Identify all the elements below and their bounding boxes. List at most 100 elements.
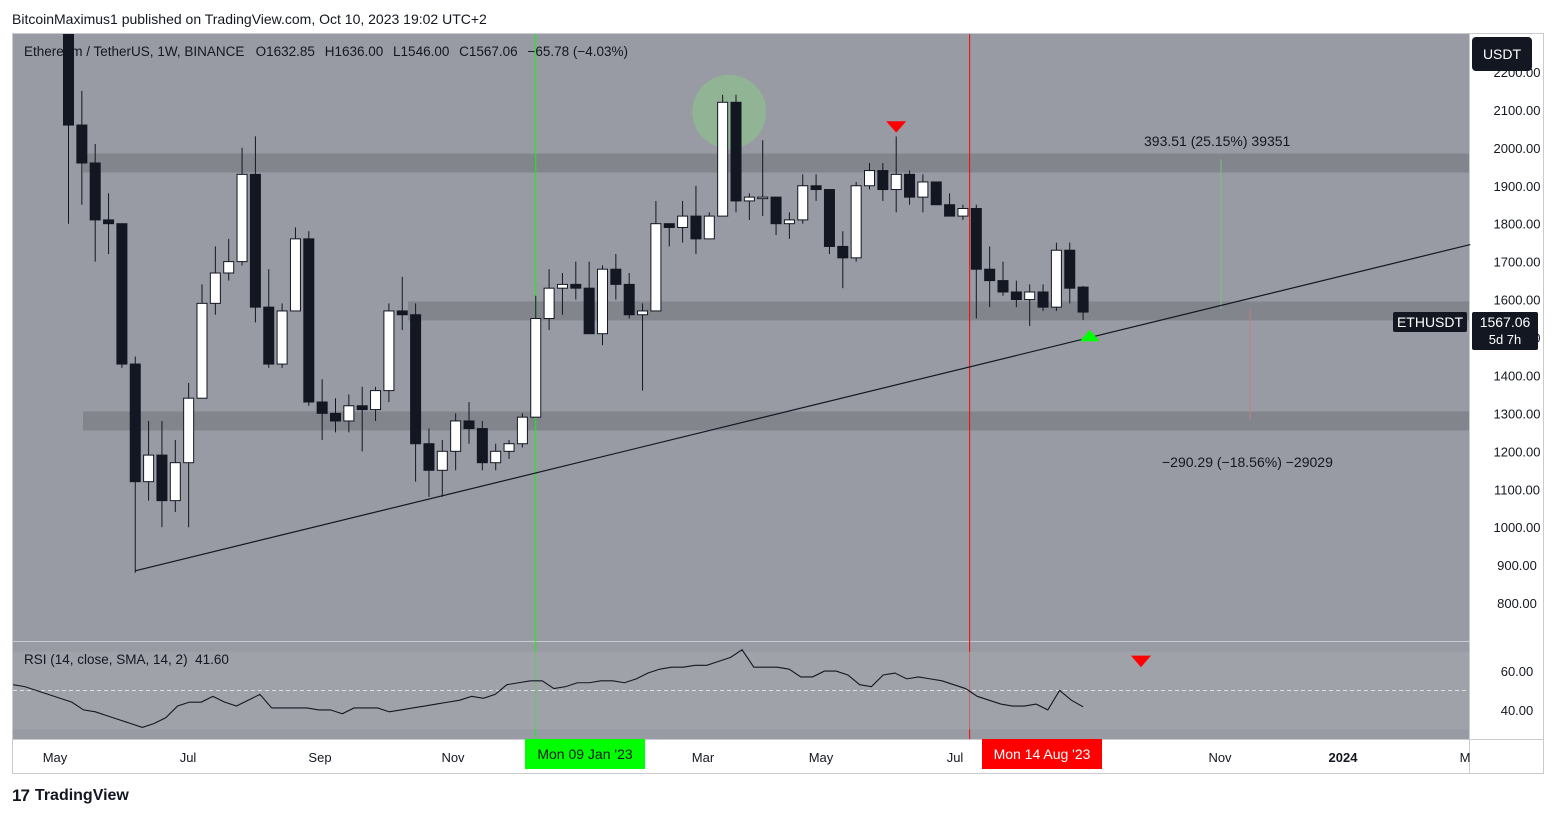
candle-body — [877, 170, 889, 191]
time-tick-label: Nov — [1208, 750, 1232, 765]
rsi-tick-label: 60.00 — [1501, 664, 1534, 679]
support-resistance-band — [83, 153, 1469, 173]
candle-body — [570, 283, 582, 289]
price-tick-label: 2000.00 — [1494, 141, 1541, 156]
date-tag-green: Mon 09 Jan '23 — [525, 739, 645, 769]
time-tick-label: Nov — [441, 750, 465, 765]
candle-body — [543, 287, 555, 320]
time-tick-label: Sep — [308, 750, 331, 765]
chart-canvas[interactable]: 800.00 900.00 1000.00 1100.00 1200.00 1300.00… — [13, 34, 1544, 774]
candle-body — [904, 173, 916, 198]
candle-body — [343, 405, 355, 422]
candle-body — [1010, 291, 1022, 301]
time-tick-label: 2024 — [1329, 750, 1359, 765]
bar-countdown: 5d 7h — [1488, 332, 1522, 347]
candle-body — [356, 405, 368, 411]
last-price: 1567.06 — [1479, 314, 1531, 330]
candle-body — [770, 196, 782, 225]
candle-body — [289, 238, 301, 312]
date-tag-red: Mon 14 Aug '23 — [982, 739, 1102, 769]
rsi-tick-label: 40.00 — [1501, 703, 1534, 718]
candle-body — [556, 283, 568, 289]
support-resistance-band — [83, 411, 1469, 431]
legend-open: 1632.85 — [266, 44, 315, 59]
candle-body — [730, 101, 742, 202]
candle-body — [917, 181, 929, 198]
time-tick-label: Jul — [947, 750, 964, 765]
candle-body — [663, 223, 675, 228]
candle-body — [743, 196, 755, 202]
red-down-arrow-icon — [886, 121, 907, 133]
green-up-arrow-icon — [1079, 329, 1100, 342]
candle-body — [890, 173, 902, 191]
tradingview-logo-icon: 17 — [12, 786, 30, 805]
highlight-circle — [692, 74, 767, 149]
candle-body — [263, 306, 275, 365]
measure-down-label: −290.29 (−18.56%) −29029 — [1162, 454, 1333, 470]
candle-body — [864, 170, 875, 187]
legend-l-label: L — [393, 44, 401, 59]
candle-body — [997, 280, 1009, 293]
candle-body — [810, 185, 822, 191]
candle-body — [516, 416, 528, 445]
rsi-value: 41.60 — [195, 652, 229, 667]
price-tick-label: 1800.00 — [1494, 217, 1541, 232]
rsi-legend: RSI (14, close, SMA, 14, 2) 41.60 — [24, 652, 229, 667]
publisher-line: BitcoinMaximus1 published on TradingView… — [12, 11, 487, 27]
time-axis-bg — [13, 739, 1543, 773]
candle-body — [797, 185, 809, 221]
last-price-tag: 1567.06 5d 7h — [1472, 312, 1538, 350]
candle-body — [436, 450, 448, 471]
currency-button[interactable]: USDT — [1472, 37, 1532, 71]
candle-body — [583, 287, 595, 335]
candle-body — [717, 101, 729, 217]
chart-frame[interactable]: 800.00 900.00 1000.00 1100.00 1200.00 1300.00… — [12, 33, 1544, 774]
time-tick-label: May — [43, 750, 68, 765]
rsi-label: RSI (14, close, SMA, 14, 2) — [24, 652, 188, 667]
candle-body — [249, 173, 261, 308]
candle-body — [944, 204, 956, 217]
candle-body — [196, 302, 208, 399]
candle-body — [370, 390, 382, 411]
price-tick-label: 1600.00 — [1494, 293, 1541, 308]
candle-body — [143, 454, 155, 483]
candle-body — [957, 208, 969, 217]
price-tick-label: 1200.00 — [1494, 444, 1541, 459]
price-tick-label: 1900.00 — [1494, 179, 1541, 194]
support-resistance-band — [408, 301, 1469, 321]
candle-body — [970, 208, 982, 270]
candle-body — [276, 310, 288, 365]
candle-body — [103, 219, 115, 225]
rsi-red-arrow-icon — [1131, 655, 1151, 668]
price-tick-label: 900.00 — [1497, 558, 1537, 573]
candle-body — [209, 272, 221, 304]
candle-body — [223, 261, 235, 274]
legend-low: 1546.00 — [400, 44, 450, 59]
candle-body — [1024, 291, 1036, 301]
price-tick-label: 800.00 — [1497, 596, 1537, 611]
candle-body — [423, 443, 435, 471]
candle-body — [637, 310, 649, 316]
price-tick-label: 1400.00 — [1494, 368, 1541, 383]
candle-body — [1077, 286, 1089, 313]
ohlc-legend: Ethereum / TetherUS, 1W, BINANCE O1632.8… — [24, 44, 634, 59]
footer-brand[interactable]: 17 TradingView — [12, 786, 129, 806]
candle-body — [597, 268, 608, 335]
candle-body — [610, 268, 622, 285]
price-tick-label: 1300.00 — [1494, 406, 1541, 421]
candle-body — [89, 162, 101, 221]
price-tick-label: 2100.00 — [1494, 103, 1541, 118]
candle-body — [476, 428, 488, 464]
candle-body — [677, 215, 689, 228]
candle-body — [383, 310, 395, 392]
candle-body — [490, 450, 502, 464]
candle-body — [183, 397, 195, 464]
legend-c-label: C — [459, 44, 469, 59]
candle-body — [1037, 291, 1049, 308]
legend-high: 1636.00 — [334, 44, 384, 59]
candle-body — [63, 34, 74, 126]
candle-body — [316, 401, 328, 414]
candle-body — [703, 215, 715, 240]
candle-body — [757, 196, 769, 200]
legend-symbol: Ethereum / TetherUS, 1W, BINANCE — [24, 44, 245, 59]
